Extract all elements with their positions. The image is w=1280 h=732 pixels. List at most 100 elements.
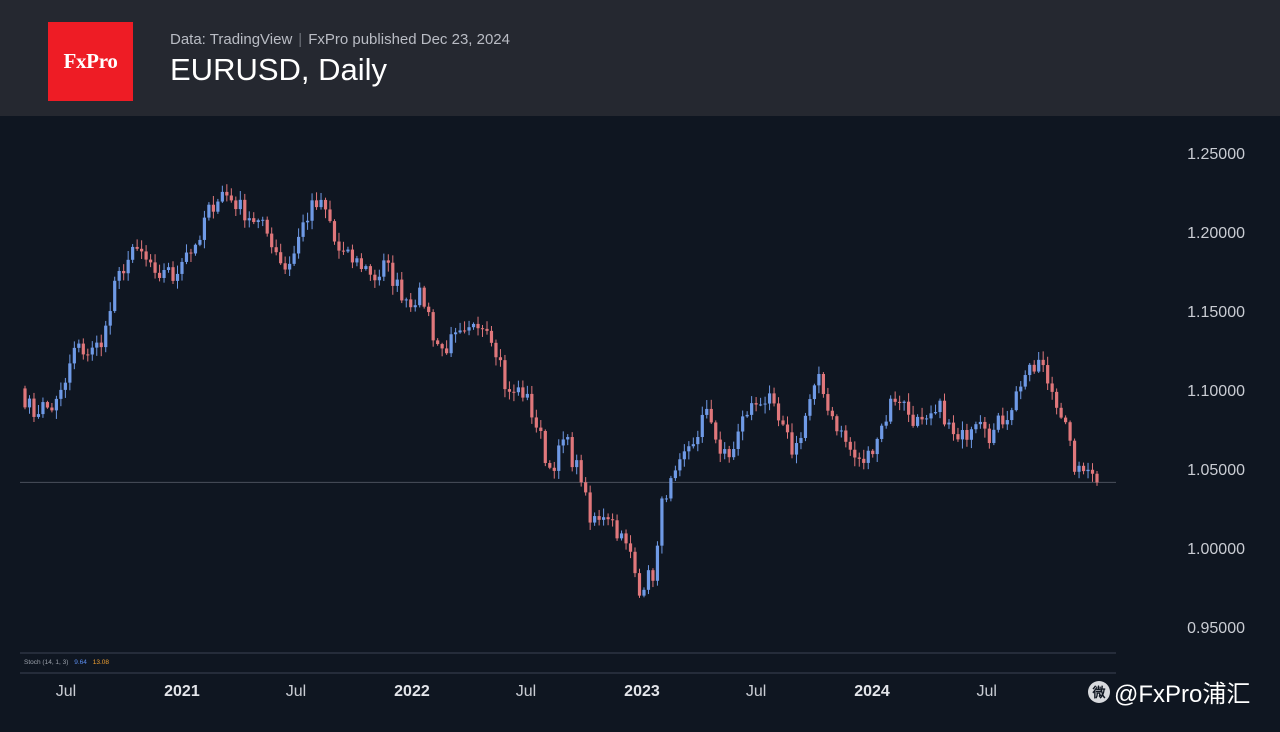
candle-body bbox=[341, 250, 346, 252]
candle bbox=[875, 437, 879, 462]
candle bbox=[835, 414, 839, 436]
candle bbox=[682, 444, 686, 467]
candle bbox=[288, 256, 292, 276]
candle-body bbox=[431, 312, 435, 341]
time-axis: Jul 2021 Jul 2022 Jul 2023 Jul 2024 Jul bbox=[56, 683, 997, 700]
candle bbox=[1059, 402, 1063, 419]
candle-body bbox=[772, 393, 776, 404]
candle-body bbox=[77, 343, 81, 348]
candle bbox=[157, 264, 162, 282]
candle bbox=[153, 254, 157, 279]
candle bbox=[646, 565, 651, 595]
candle-body bbox=[247, 218, 251, 221]
candle-body bbox=[1095, 473, 1099, 483]
candle bbox=[238, 191, 242, 215]
candle-body bbox=[413, 305, 417, 308]
candle bbox=[458, 322, 462, 334]
candle-body bbox=[996, 415, 1000, 430]
candle-body bbox=[844, 430, 848, 442]
candle bbox=[516, 380, 520, 396]
candle-body bbox=[45, 402, 50, 408]
candle bbox=[884, 415, 888, 429]
candle-body bbox=[319, 199, 323, 208]
candle bbox=[1050, 376, 1054, 400]
candle bbox=[615, 514, 619, 541]
candle bbox=[889, 395, 893, 424]
candle-body bbox=[135, 246, 139, 249]
candle-body bbox=[557, 445, 561, 471]
candle-body bbox=[122, 270, 126, 274]
candle bbox=[453, 327, 458, 343]
candle-body bbox=[148, 259, 153, 263]
candle-body bbox=[202, 217, 207, 240]
candle-body bbox=[288, 263, 292, 270]
candle-body bbox=[418, 287, 422, 306]
candle bbox=[99, 334, 103, 357]
candle-body bbox=[153, 262, 157, 273]
candle bbox=[63, 377, 67, 398]
candle-body bbox=[1081, 465, 1086, 472]
y-tick-label: 0.95000 bbox=[1187, 620, 1245, 637]
fxpro-logo: FxPro bbox=[48, 22, 133, 101]
candle bbox=[678, 453, 682, 477]
candle-body bbox=[162, 270, 166, 278]
candle bbox=[911, 405, 915, 428]
candle-body bbox=[978, 421, 982, 425]
candle-body bbox=[960, 430, 965, 440]
candle bbox=[108, 302, 112, 335]
candle-body bbox=[866, 450, 870, 463]
candle bbox=[507, 381, 512, 400]
candle-body bbox=[893, 398, 897, 402]
candle-body bbox=[207, 204, 211, 218]
candle bbox=[377, 269, 381, 286]
candle bbox=[319, 192, 323, 210]
candle-body bbox=[727, 449, 731, 458]
candle bbox=[732, 441, 736, 460]
candle-body bbox=[175, 273, 180, 281]
candle bbox=[799, 432, 803, 450]
candle bbox=[651, 568, 655, 588]
candle bbox=[346, 246, 350, 253]
candle bbox=[530, 385, 534, 424]
candle-body bbox=[521, 387, 525, 398]
candle bbox=[202, 210, 207, 249]
candle bbox=[337, 232, 341, 259]
candle-body bbox=[808, 399, 812, 416]
candle bbox=[866, 446, 870, 470]
candle bbox=[59, 382, 63, 407]
candle bbox=[422, 285, 426, 309]
candle bbox=[364, 264, 368, 271]
candle bbox=[68, 354, 72, 391]
candle bbox=[776, 397, 781, 427]
candle-body bbox=[512, 391, 516, 393]
candle-body bbox=[723, 449, 727, 454]
candle bbox=[489, 325, 494, 347]
candle bbox=[727, 445, 731, 463]
candle bbox=[247, 211, 251, 228]
candle-body bbox=[436, 340, 440, 345]
candle-body bbox=[238, 199, 242, 210]
candles bbox=[23, 184, 1099, 598]
candle-body bbox=[140, 248, 144, 252]
candle-body bbox=[624, 533, 628, 544]
candle-body bbox=[633, 551, 637, 574]
candle bbox=[1005, 410, 1009, 430]
candle-body bbox=[857, 457, 861, 459]
candle bbox=[660, 496, 664, 554]
candle bbox=[570, 432, 574, 472]
candle bbox=[534, 409, 538, 433]
chart-subtitle: Data: TradingView | FxPro published Dec 23… bbox=[170, 31, 510, 48]
candle bbox=[606, 513, 610, 526]
candle bbox=[243, 193, 247, 228]
candle-body bbox=[853, 449, 857, 458]
candle-body bbox=[1046, 365, 1050, 384]
candle-body bbox=[368, 266, 372, 275]
candle-body bbox=[750, 403, 754, 415]
candle bbox=[166, 262, 171, 273]
candle bbox=[1001, 407, 1005, 429]
candle-body bbox=[1050, 383, 1054, 392]
candle bbox=[95, 335, 99, 356]
candle bbox=[220, 185, 224, 203]
candle-body bbox=[651, 570, 655, 581]
candle-body bbox=[99, 342, 103, 348]
